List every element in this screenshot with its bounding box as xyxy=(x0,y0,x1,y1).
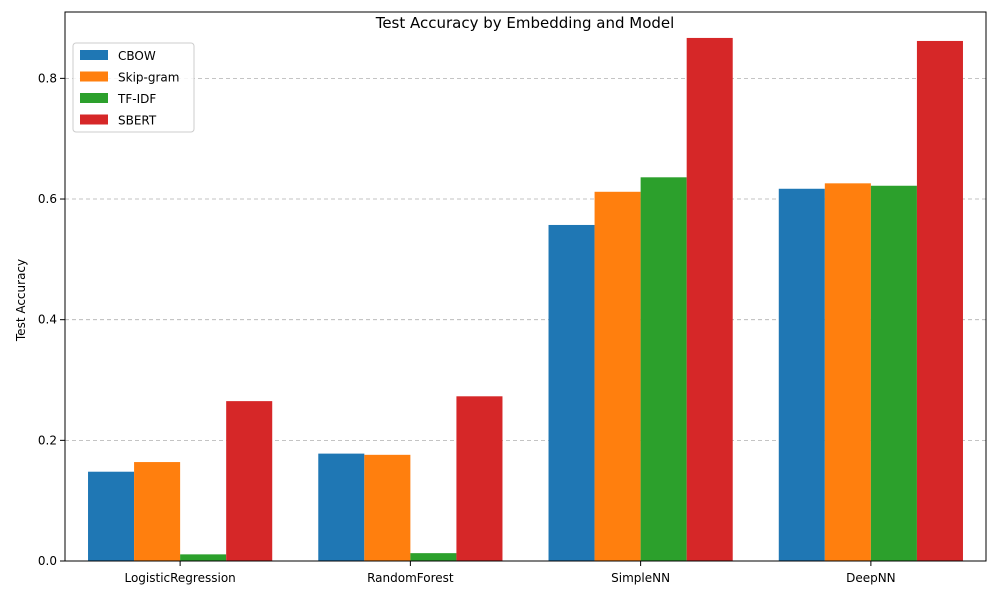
legend: CBOW Skip-gram TF-IDF SBERT xyxy=(72,42,195,133)
bar-sbert-logisticregression xyxy=(226,401,273,561)
bar-skip-gram-randomforest xyxy=(364,454,411,561)
bar-skip-gram-deepnn xyxy=(824,183,871,562)
legend-box xyxy=(72,42,195,133)
bar-sbert-simplenn xyxy=(686,37,733,561)
legend-swatch xyxy=(80,93,108,103)
y-axis-label: Test Accuracy xyxy=(14,259,28,342)
bar-cbow-randomforest xyxy=(318,453,365,561)
chart-title: Test Accuracy by Embedding and Model xyxy=(375,14,675,32)
bar-skip-gram-simplenn xyxy=(594,191,641,562)
bar-sbert-deepnn xyxy=(916,40,963,561)
bars xyxy=(88,37,963,562)
bar-tf-idf-randomforest xyxy=(410,553,457,561)
bar-cbow-deepnn xyxy=(778,188,825,561)
legend-label: SBERT xyxy=(118,114,157,128)
legend-swatch xyxy=(80,50,108,60)
legend-label: CBOW xyxy=(118,49,156,63)
legend-swatch xyxy=(80,71,108,82)
legend-swatch xyxy=(80,114,108,125)
bar-sbert-randomforest xyxy=(456,396,503,561)
bar-skip-gram-logisticregression xyxy=(134,462,181,561)
legend-label: Skip-gram xyxy=(118,71,179,85)
x-tick-label: SimpleNN xyxy=(611,571,670,585)
plot-frame xyxy=(64,11,987,562)
bar-tf-idf-logisticregression xyxy=(180,554,227,561)
bar-tf-idf-deepnn xyxy=(870,185,917,561)
y-tick-label: 0.6 xyxy=(38,192,57,206)
x-tick-label: RandomForest xyxy=(367,571,454,585)
y-tick-label: 0.2 xyxy=(38,433,57,447)
legend-label: TF-IDF xyxy=(117,92,156,106)
y-axis: 0.0 0.2 0.4 0.6 0.8 xyxy=(38,71,65,568)
y-tick-label: 0.8 xyxy=(38,71,57,85)
bar-cbow-logisticregression xyxy=(88,471,135,561)
y-tick-label: 0.0 xyxy=(38,554,57,568)
x-axis: LogisticRegression RandomForest SimpleNN De… xyxy=(124,561,896,585)
bar-tf-idf-simplenn xyxy=(640,177,687,562)
x-tick-label: DeepNN xyxy=(846,571,896,585)
y-tick-label: 0.4 xyxy=(38,313,57,327)
bar-cbow-simplenn xyxy=(548,224,595,561)
x-tick-label: LogisticRegression xyxy=(124,571,235,585)
